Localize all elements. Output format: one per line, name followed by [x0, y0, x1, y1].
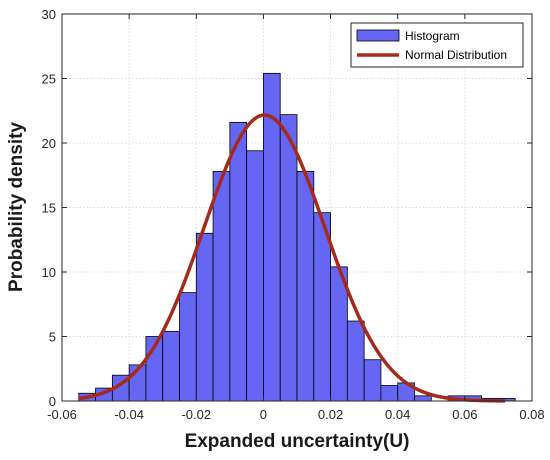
histogram-bar: [363, 359, 382, 402]
normal-curve: [78, 113, 506, 403]
histogram-bar: [179, 292, 197, 402]
legend: Histogram Normal Distribution: [350, 22, 524, 68]
x-tick-label: -0.04: [114, 407, 144, 422]
y-tick-label: 0: [49, 394, 56, 409]
y-tick-label: 10: [42, 265, 56, 280]
legend-histogram-swatch: [356, 29, 400, 42]
histogram-bar: [380, 385, 399, 402]
y-axis-ticks: 0 5 10 15 20 25 30: [42, 7, 532, 409]
x-axis-ticks: -0.06 -0.04 -0.02 0 0.02 0.04 0.06 0.08: [47, 14, 545, 422]
histogram-bar: [414, 395, 432, 402]
histogram-bar: [296, 170, 315, 402]
histogram-bar: [279, 114, 298, 402]
histogram-bar: [346, 320, 365, 402]
y-tick-label: 5: [49, 330, 56, 345]
histogram-bars: [78, 72, 516, 402]
x-tick-label: 0.06: [452, 407, 477, 422]
histogram-bar: [162, 330, 180, 402]
histogram-bar: [246, 150, 264, 402]
histogram-bar: [212, 170, 231, 402]
legend-histogram-label: Histogram: [405, 29, 460, 43]
y-tick-label: 30: [42, 7, 56, 22]
y-axis-label: Probability density: [6, 122, 27, 292]
x-tick-label: -0.02: [181, 407, 211, 422]
y-tick-label: 20: [42, 136, 56, 151]
legend-normal-label: Normal Distribution: [405, 48, 507, 62]
x-tick-label: 0.02: [318, 407, 343, 422]
histogram-bar: [195, 232, 214, 402]
y-tick-label: 25: [42, 72, 56, 87]
x-tick-label: 0.04: [385, 407, 410, 422]
x-axis-label: Expanded uncertainty(U): [185, 431, 410, 452]
x-tick-label: 0.08: [519, 407, 544, 422]
x-tick-label: 0: [260, 407, 267, 422]
histogram-bar: [229, 121, 248, 402]
x-tick-label: -0.06: [47, 407, 77, 422]
y-tick-label: 15: [42, 201, 56, 216]
